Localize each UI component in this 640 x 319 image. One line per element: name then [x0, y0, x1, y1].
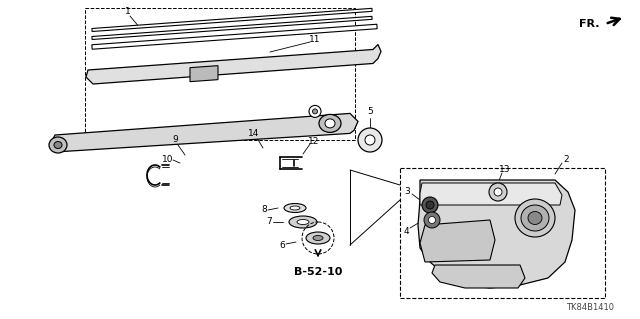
- Ellipse shape: [289, 216, 317, 228]
- Circle shape: [489, 183, 507, 201]
- Ellipse shape: [313, 235, 323, 241]
- Circle shape: [424, 212, 440, 228]
- Circle shape: [422, 197, 438, 213]
- Ellipse shape: [297, 219, 309, 225]
- Text: FR.: FR.: [579, 19, 600, 29]
- Circle shape: [309, 105, 321, 117]
- Text: 10: 10: [163, 155, 173, 165]
- Polygon shape: [190, 66, 218, 82]
- Circle shape: [494, 188, 502, 196]
- Ellipse shape: [54, 142, 62, 149]
- Text: 5: 5: [367, 108, 373, 116]
- Circle shape: [426, 201, 434, 209]
- Circle shape: [312, 109, 317, 114]
- Bar: [85, 8, 355, 140]
- Circle shape: [365, 135, 375, 145]
- Text: 6: 6: [279, 241, 285, 249]
- Polygon shape: [92, 24, 377, 49]
- Polygon shape: [86, 44, 381, 84]
- Ellipse shape: [528, 211, 542, 225]
- Ellipse shape: [515, 199, 555, 237]
- Ellipse shape: [521, 205, 549, 231]
- Ellipse shape: [306, 232, 330, 244]
- Polygon shape: [432, 265, 525, 288]
- Polygon shape: [92, 8, 372, 32]
- Ellipse shape: [319, 115, 341, 132]
- Text: 2: 2: [563, 155, 569, 165]
- Text: 9: 9: [172, 136, 178, 145]
- Text: B-52-10: B-52-10: [294, 267, 342, 277]
- Circle shape: [358, 128, 382, 152]
- Text: 14: 14: [248, 129, 260, 137]
- Ellipse shape: [290, 206, 300, 210]
- Text: 3: 3: [404, 187, 410, 196]
- Ellipse shape: [284, 204, 306, 212]
- Text: 11: 11: [309, 35, 321, 44]
- Ellipse shape: [49, 137, 67, 153]
- Text: 4: 4: [403, 227, 409, 236]
- Polygon shape: [92, 16, 372, 40]
- Ellipse shape: [325, 119, 335, 128]
- Text: 12: 12: [308, 137, 320, 145]
- Text: TK84B1410: TK84B1410: [566, 303, 614, 313]
- Text: 13: 13: [499, 166, 511, 174]
- Text: 7: 7: [266, 218, 272, 226]
- Circle shape: [429, 217, 435, 224]
- Polygon shape: [420, 220, 495, 262]
- Bar: [400, 168, 605, 298]
- Polygon shape: [50, 113, 358, 152]
- Text: 1: 1: [125, 8, 131, 17]
- Polygon shape: [420, 183, 562, 205]
- Polygon shape: [418, 180, 575, 288]
- Text: 8: 8: [261, 205, 267, 214]
